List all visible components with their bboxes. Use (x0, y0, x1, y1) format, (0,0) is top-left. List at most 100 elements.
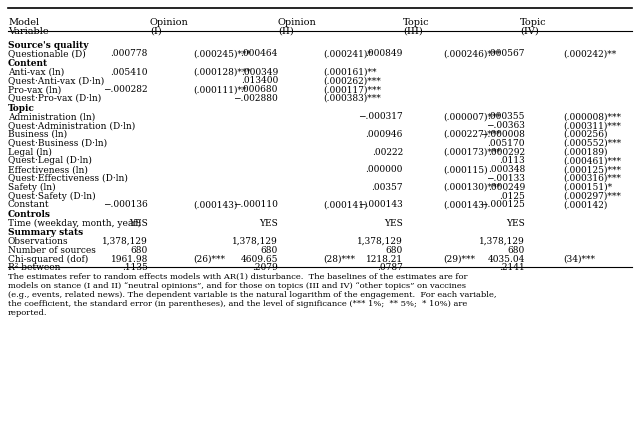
Text: (.000130)***: (.000130)*** (443, 183, 501, 192)
Text: (.000256): (.000256) (563, 130, 607, 139)
Text: Quest·Pro-vax (D·ln): Quest·Pro-vax (D·ln) (8, 94, 101, 103)
Text: (I): (I) (150, 27, 162, 36)
Text: Opinion: Opinion (150, 18, 189, 27)
Text: (34)***: (34)*** (563, 255, 595, 264)
Text: 1,378,129: 1,378,129 (479, 237, 525, 246)
Text: .000946: .000946 (365, 130, 403, 139)
Text: .000292: .000292 (488, 147, 525, 157)
Text: (.000008)***: (.000008)*** (563, 112, 621, 121)
Text: 1961.98: 1961.98 (111, 255, 148, 264)
Text: .000849: .000849 (365, 49, 403, 58)
Text: Topic: Topic (520, 18, 547, 27)
Text: −.000125: −.000125 (480, 200, 525, 209)
Text: 1,378,129: 1,378,129 (357, 237, 403, 246)
Text: (.000316)***: (.000316)*** (563, 174, 621, 183)
Text: .000778: .000778 (111, 49, 148, 58)
Text: (.000007)***: (.000007)*** (443, 112, 501, 121)
Text: 680: 680 (508, 246, 525, 255)
Text: (.000311)***: (.000311)*** (563, 121, 621, 130)
Text: .000000: .000000 (365, 165, 403, 174)
Text: .000348: .000348 (488, 165, 525, 174)
Text: (.000161)**: (.000161)** (323, 68, 376, 77)
Text: Business (ln): Business (ln) (8, 130, 67, 139)
Text: Quest·Effectiveness (D·ln): Quest·Effectiveness (D·ln) (8, 174, 128, 183)
Text: the coefficient, the standard error (in parentheses), and the level of significa: the coefficient, the standard error (in … (8, 300, 467, 308)
Text: .00357: .00357 (371, 183, 403, 192)
Text: −.002880: −.002880 (233, 94, 278, 103)
Text: (.000241)*: (.000241)* (323, 49, 372, 58)
Text: Model: Model (8, 18, 39, 27)
Text: −.000008: −.000008 (480, 130, 525, 139)
Text: Source's quality: Source's quality (8, 40, 88, 49)
Text: 680: 680 (260, 246, 278, 255)
Text: Quest·Legal (D·ln): Quest·Legal (D·ln) (8, 156, 92, 166)
Text: Effectiveness (ln): Effectiveness (ln) (8, 165, 88, 174)
Text: (.000383)***: (.000383)*** (323, 94, 381, 103)
Text: Pro-vax (ln): Pro-vax (ln) (8, 85, 61, 94)
Text: (III): (III) (403, 27, 423, 36)
Text: −.00133: −.00133 (486, 174, 525, 183)
Text: Questionable (D): Questionable (D) (8, 49, 86, 58)
Text: .000249: .000249 (488, 183, 525, 192)
Text: Quest·Administration (D·ln): Quest·Administration (D·ln) (8, 121, 135, 130)
Text: Topic: Topic (403, 18, 429, 27)
Text: Legal (ln): Legal (ln) (8, 147, 52, 157)
Text: .000567: .000567 (488, 49, 525, 58)
Text: .013400: .013400 (241, 77, 278, 86)
Text: .000680: .000680 (241, 85, 278, 94)
Text: (.000173)***: (.000173)*** (443, 147, 501, 157)
Text: (.000142): (.000142) (563, 200, 607, 209)
Text: (IV): (IV) (520, 27, 539, 36)
Text: (.000246)***: (.000246)*** (443, 49, 501, 58)
Text: (.000461)***: (.000461)*** (563, 156, 621, 165)
Text: .005170: .005170 (488, 139, 525, 147)
Text: −.000110: −.000110 (233, 200, 278, 209)
Text: Chi-squared (dof): Chi-squared (dof) (8, 255, 88, 264)
Text: (.000262)***: (.000262)*** (323, 77, 381, 86)
Text: Safety (ln): Safety (ln) (8, 183, 56, 192)
Text: (.000141): (.000141) (323, 200, 367, 209)
Text: Constant: Constant (8, 200, 50, 209)
Text: R² between: R² between (8, 263, 61, 272)
Text: .000349: .000349 (241, 68, 278, 77)
Text: (.000125)***: (.000125)*** (563, 165, 621, 174)
Text: Opinion: Opinion (278, 18, 317, 27)
Text: Content: Content (8, 59, 48, 68)
Text: .0113: .0113 (499, 156, 525, 165)
Text: Time (weekday, month, year): Time (weekday, month, year) (8, 218, 141, 228)
Text: Quest·Safety (D·ln): Quest·Safety (D·ln) (8, 191, 95, 201)
Text: (29)***: (29)*** (443, 255, 475, 264)
Text: −.000136: −.000136 (103, 200, 148, 209)
Text: −.000317: −.000317 (358, 112, 403, 121)
Text: (.000115): (.000115) (443, 165, 488, 174)
Text: Quest·Anti-vax (D·ln): Quest·Anti-vax (D·ln) (8, 77, 104, 86)
Text: .005410: .005410 (111, 68, 148, 77)
Text: .00222: .00222 (372, 147, 403, 157)
Text: YES: YES (259, 218, 278, 227)
Text: (.000227)***: (.000227)*** (443, 130, 500, 139)
Text: (.000143): (.000143) (193, 200, 237, 209)
Text: Quest·Business (D·ln): Quest·Business (D·ln) (8, 139, 107, 147)
Text: Number of sources: Number of sources (8, 246, 96, 255)
Text: .2079: .2079 (252, 263, 278, 272)
Text: 1,378,129: 1,378,129 (102, 237, 148, 246)
Text: −.00363: −.00363 (486, 121, 525, 130)
Text: 680: 680 (386, 246, 403, 255)
Text: 1218.21: 1218.21 (366, 255, 403, 264)
Text: YES: YES (506, 218, 525, 227)
Text: (.000552)***: (.000552)*** (563, 139, 621, 147)
Text: (26)***: (26)*** (193, 255, 225, 264)
Text: Anti-vax (ln): Anti-vax (ln) (8, 68, 64, 77)
Text: Observations: Observations (8, 237, 68, 246)
Text: −.000143: −.000143 (358, 200, 403, 209)
Text: (II): (II) (278, 27, 294, 36)
Text: (.000111)**: (.000111)** (193, 85, 246, 94)
Text: (.000117)***: (.000117)*** (323, 85, 381, 94)
Text: (.000245)***: (.000245)*** (193, 49, 251, 58)
Text: Variable: Variable (8, 27, 49, 36)
Text: −.000282: −.000282 (104, 85, 148, 94)
Text: Summary stats: Summary stats (8, 228, 83, 237)
Text: (.000189): (.000189) (563, 147, 607, 157)
Text: (.000242)**: (.000242)** (563, 49, 616, 58)
Text: (.000151)*: (.000151)* (563, 183, 612, 192)
